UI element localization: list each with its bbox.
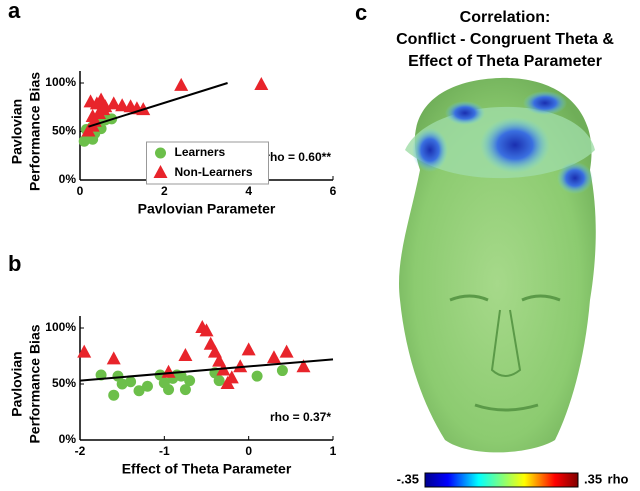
circle-point bbox=[133, 385, 145, 397]
fit-line bbox=[79, 358, 334, 382]
fit-line bbox=[88, 82, 228, 128]
legend-marker bbox=[153, 165, 168, 178]
legend-label: Learners bbox=[175, 145, 226, 159]
triangle-point bbox=[241, 342, 256, 356]
circle-point bbox=[184, 375, 196, 387]
triangle-point bbox=[296, 359, 311, 373]
triangle-point bbox=[91, 106, 106, 120]
triangle-point bbox=[279, 344, 294, 358]
annotation: rho = 0.37* bbox=[270, 410, 331, 424]
x-tick-label: 4 bbox=[245, 184, 252, 198]
circle-point bbox=[251, 370, 263, 382]
triangle-point bbox=[178, 348, 193, 361]
annotation: rho = 0.60** bbox=[265, 150, 331, 164]
x-tick-label: -2 bbox=[75, 444, 86, 458]
circle-point bbox=[213, 375, 225, 387]
y-tick-label: 100% bbox=[45, 75, 76, 89]
circle-point bbox=[108, 389, 120, 401]
triangle-point bbox=[115, 98, 130, 112]
x-tick-label: 1 bbox=[330, 444, 337, 458]
x-axis-label: Effect of Theta Parameter bbox=[122, 461, 292, 477]
circle-point bbox=[276, 365, 288, 377]
legend-marker bbox=[155, 147, 166, 159]
triangle-point bbox=[106, 351, 121, 365]
x-tick-label: 0 bbox=[245, 444, 252, 458]
panel-label: a bbox=[8, 0, 21, 23]
head-image bbox=[399, 77, 596, 453]
colorbar-label: .35 bbox=[584, 471, 602, 486]
y-axis-label: Pavlovian bbox=[9, 99, 25, 164]
y-tick-label: 50% bbox=[52, 124, 76, 138]
panel-label: b bbox=[8, 251, 21, 276]
colorbar-title: rho bbox=[608, 471, 629, 486]
title: Effect of Theta Parameter bbox=[408, 53, 602, 70]
x-tick-label: 6 bbox=[330, 184, 337, 198]
triangle-point bbox=[233, 359, 248, 373]
triangle-point bbox=[224, 370, 239, 384]
y-tick-label: 0% bbox=[59, 172, 77, 186]
circle-point bbox=[179, 384, 191, 396]
title: Correlation: bbox=[460, 9, 551, 26]
title: Conflict - Congruent Theta & bbox=[396, 31, 614, 48]
colorbar-label: -.35 bbox=[397, 471, 419, 486]
triangle-point bbox=[106, 96, 121, 110]
triangle-point bbox=[199, 323, 214, 337]
circle-point bbox=[87, 133, 99, 145]
circle-point bbox=[116, 378, 128, 390]
y-tick-label: 100% bbox=[45, 320, 76, 334]
triangle-point bbox=[77, 344, 92, 358]
panel-label: c bbox=[355, 0, 367, 25]
y-axis-label: Performance Bias bbox=[27, 72, 43, 191]
triangle-point bbox=[212, 353, 227, 367]
circle-point bbox=[141, 380, 153, 392]
circle-point bbox=[163, 384, 175, 396]
triangle-point bbox=[266, 350, 281, 364]
y-tick-label: 0% bbox=[59, 432, 77, 446]
triangle-point bbox=[254, 76, 269, 90]
y-tick-label: 50% bbox=[52, 376, 76, 390]
y-axis-label: Performance Bias bbox=[27, 324, 43, 443]
colorbar bbox=[424, 472, 579, 488]
triangle-point bbox=[161, 364, 176, 378]
triangle-point bbox=[207, 344, 222, 358]
x-tick-label: 2 bbox=[161, 184, 168, 198]
legend-label: Non-Learners bbox=[175, 165, 253, 179]
x-tick-label: -1 bbox=[159, 444, 170, 458]
triangle-point bbox=[174, 77, 189, 91]
y-axis-label: Pavlovian bbox=[9, 351, 25, 416]
circle-point bbox=[125, 376, 137, 388]
x-axis-label: Pavlovian Parameter bbox=[138, 201, 276, 217]
x-tick-label: 0 bbox=[77, 184, 84, 198]
